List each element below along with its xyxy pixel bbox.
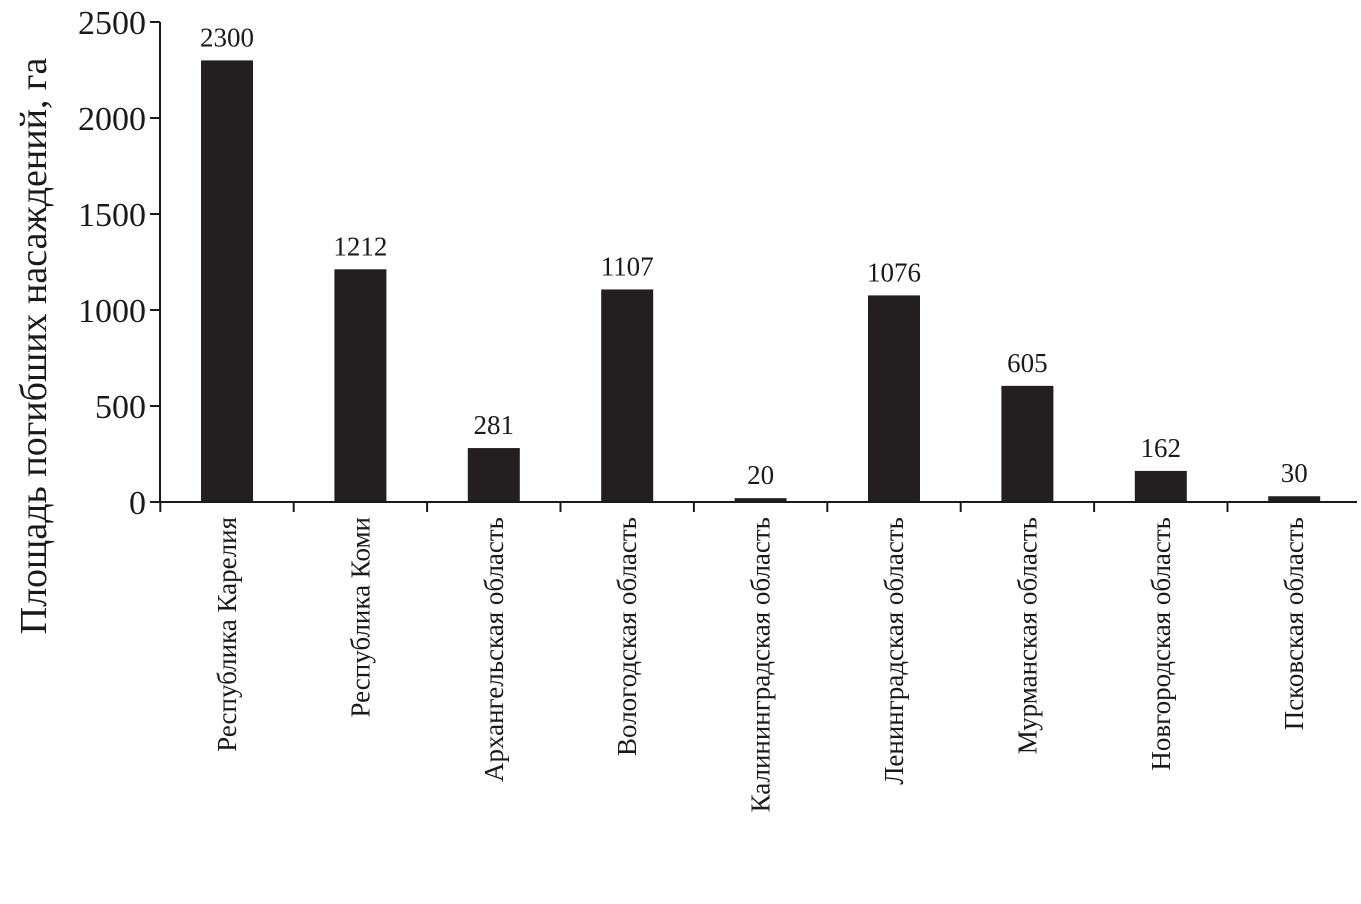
- category-label: Калининградская область: [746, 517, 776, 812]
- data-label: 281: [474, 410, 515, 440]
- category-label: Архангельская область: [479, 517, 509, 782]
- category-label: Новгородская область: [1146, 517, 1176, 771]
- data-label: 605: [1007, 348, 1048, 378]
- y-tick-label: 0: [129, 485, 146, 522]
- category-label: Вологодская область: [612, 517, 642, 756]
- bar: [1268, 496, 1321, 502]
- bar: [467, 448, 520, 502]
- bar: [201, 60, 253, 503]
- x-axis-ticks: [159, 502, 1229, 512]
- category-label: Республика Коми: [345, 517, 375, 718]
- y-tick-label: 500: [95, 389, 146, 426]
- y-tick-label: 2500: [78, 5, 146, 42]
- y-axis-ticks: 0 500 1000 1500 2000 2500: [78, 5, 160, 522]
- data-label: 20: [747, 460, 774, 490]
- y-axis-title: Площадь погибших насаждений, га: [13, 58, 55, 635]
- bar: [1001, 385, 1054, 502]
- data-label: 1212: [333, 231, 387, 261]
- data-label: 1107: [601, 251, 654, 281]
- y-tick-label: 2000: [78, 101, 146, 138]
- y-tick-label: 1500: [78, 197, 146, 234]
- bar: [601, 289, 654, 502]
- data-label: 2300: [200, 22, 254, 52]
- category-label: Мурманская область: [1012, 517, 1042, 754]
- bar: [734, 498, 787, 502]
- category-label: Ленинградская область: [879, 517, 909, 785]
- bar: [334, 269, 387, 502]
- category-labels: Республика Карелия Республика Коми Арханге…: [212, 517, 1309, 812]
- bar: [1134, 470, 1187, 502]
- data-labels: 2300 1212 281 1107 20 1076 605 162 30: [200, 22, 1308, 490]
- category-label: Псковская область: [1279, 517, 1309, 730]
- y-tick-label: 1000: [78, 293, 146, 330]
- data-label: 162: [1141, 433, 1182, 463]
- bar: [868, 295, 920, 502]
- bars: [201, 60, 1321, 503]
- data-label: 30: [1281, 458, 1308, 488]
- category-label: Республика Карелия: [212, 517, 242, 752]
- data-label: 1076: [867, 257, 921, 287]
